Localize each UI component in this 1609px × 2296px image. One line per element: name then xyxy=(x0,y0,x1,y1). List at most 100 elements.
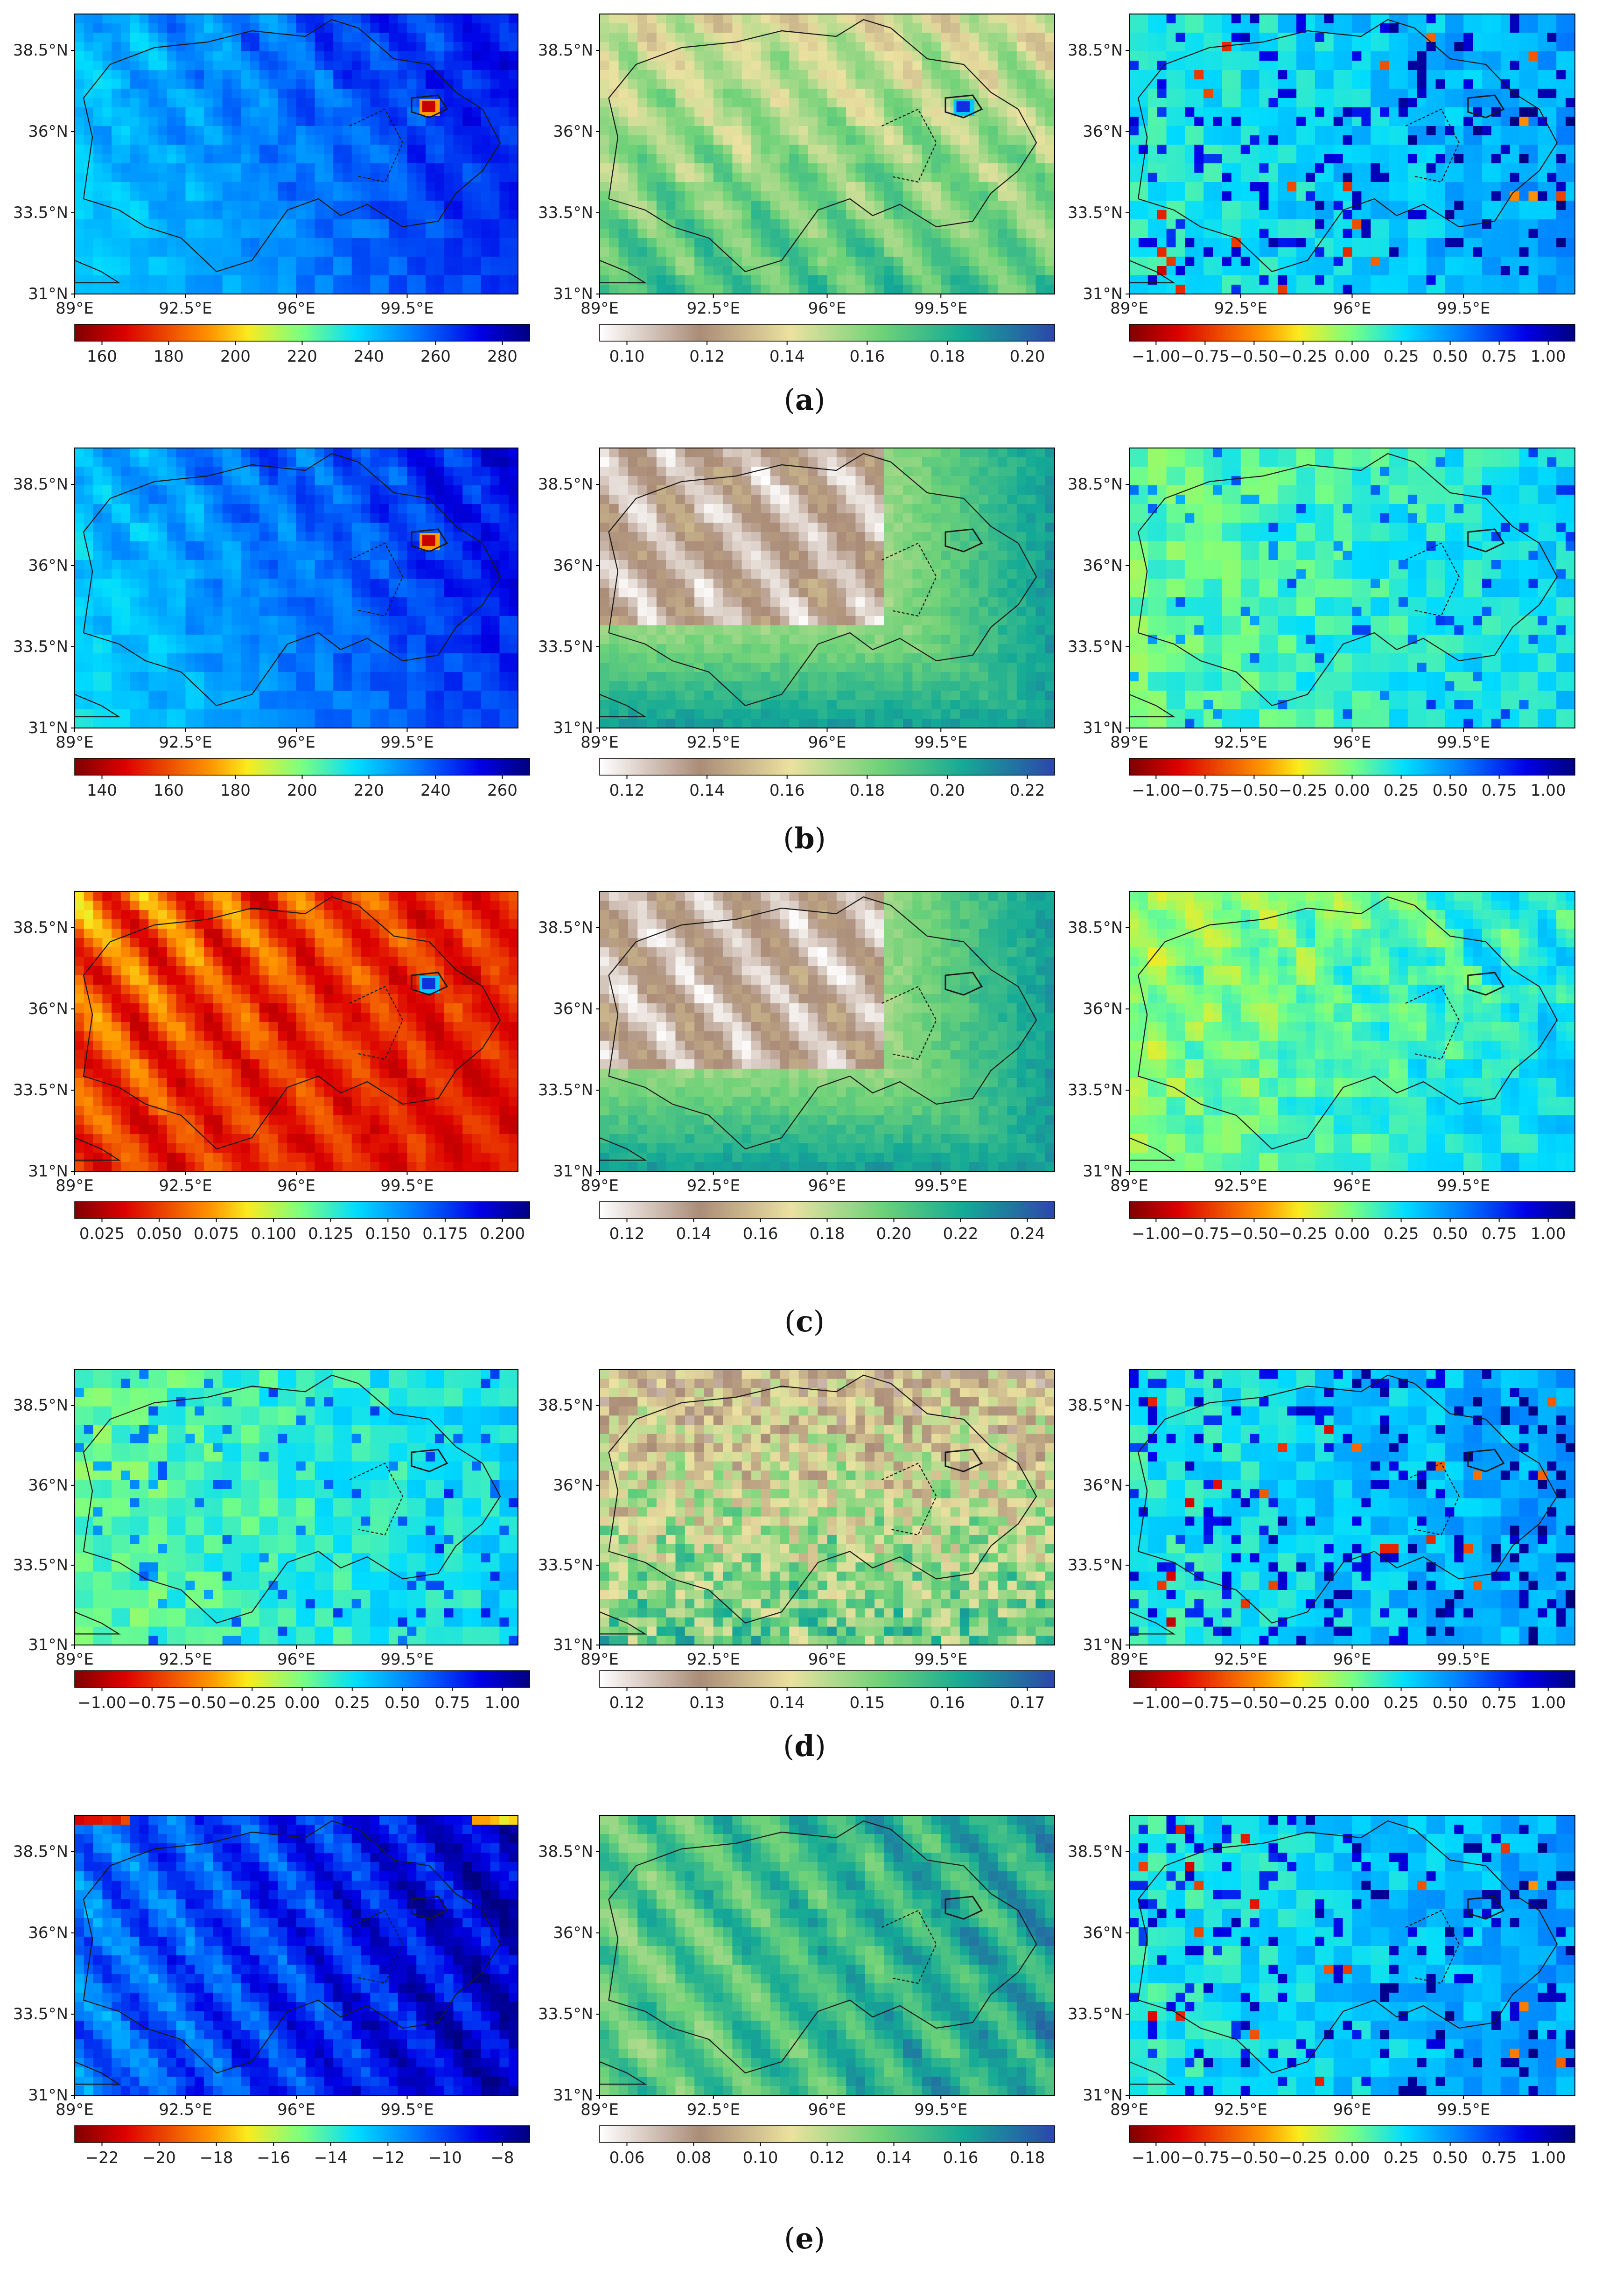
raster-cell xyxy=(370,467,380,476)
raster-cell xyxy=(361,495,371,504)
raster-cell xyxy=(1268,107,1278,117)
raster-cell xyxy=(370,448,380,458)
raster-cell xyxy=(1463,61,1473,70)
raster-cell xyxy=(167,523,177,532)
raster-cell xyxy=(846,33,856,42)
raster-cell xyxy=(1324,42,1334,52)
raster-cell xyxy=(1129,42,1139,52)
raster-cell xyxy=(1259,163,1269,173)
raster-cell xyxy=(185,485,195,495)
raster-cell xyxy=(1007,219,1017,229)
raster-cell xyxy=(865,126,875,136)
raster-cell xyxy=(204,173,214,182)
colorbar-tick-label: 280 xyxy=(487,347,518,366)
raster-cell xyxy=(370,23,380,33)
raster-cell xyxy=(1528,79,1539,89)
raster-cell xyxy=(296,23,306,33)
raster-cell xyxy=(1175,135,1185,145)
raster-cell xyxy=(305,51,315,61)
raster-cell xyxy=(1175,191,1185,201)
raster-cell xyxy=(1417,135,1427,145)
raster-cell xyxy=(259,135,269,145)
raster-cell xyxy=(1389,51,1399,61)
raster-cell xyxy=(704,70,714,80)
raster-cell xyxy=(713,89,723,98)
raster-cell xyxy=(1380,191,1390,201)
raster-cell xyxy=(499,14,509,24)
raster-cell xyxy=(296,238,306,248)
raster-cell xyxy=(1417,238,1427,248)
raster-cell xyxy=(818,33,828,42)
raster-cell xyxy=(1240,79,1251,89)
raster-cell xyxy=(499,70,509,80)
raster-cell xyxy=(1445,247,1455,257)
raster-cell xyxy=(1538,14,1547,24)
raster-cell xyxy=(675,154,686,164)
raster-cell xyxy=(656,163,666,173)
raster-cell xyxy=(167,70,177,80)
raster-cell xyxy=(1473,191,1483,201)
raster-cell xyxy=(398,163,408,173)
raster-cell xyxy=(836,126,846,136)
raster-cell xyxy=(176,257,186,266)
raster-cell xyxy=(148,79,158,89)
raster-cell xyxy=(950,266,960,276)
raster-cell xyxy=(333,532,343,542)
raster-cell xyxy=(779,229,790,238)
raster-cell xyxy=(379,70,389,80)
raster-cell xyxy=(1016,42,1027,52)
raster-cell xyxy=(1045,70,1055,80)
raster-cell xyxy=(250,201,260,210)
raster-cell xyxy=(333,285,343,294)
raster-cell xyxy=(1556,51,1566,61)
raster-cell xyxy=(287,238,297,248)
raster-cell xyxy=(75,275,84,285)
raster-cell xyxy=(1250,247,1260,257)
raster-cell xyxy=(1222,173,1232,182)
raster-cell xyxy=(130,238,140,248)
raster-cell xyxy=(204,23,214,33)
raster-cell xyxy=(789,247,799,257)
raster-cell xyxy=(416,89,426,98)
raster-cell xyxy=(102,14,112,24)
raster-cell xyxy=(1352,42,1362,52)
raster-cell xyxy=(751,107,761,117)
raster-cell xyxy=(666,42,676,52)
raster-cell xyxy=(462,504,472,514)
qinghai-lake-outline xyxy=(411,94,448,119)
raster-cell xyxy=(315,238,324,248)
raster-cell xyxy=(278,135,287,145)
raster-cell xyxy=(472,117,482,126)
raster-cell xyxy=(509,504,518,514)
raster-cell xyxy=(1407,285,1418,294)
raster-cell xyxy=(315,275,324,285)
raster-cell xyxy=(1203,42,1213,52)
raster-cell xyxy=(1371,163,1380,173)
raster-cell xyxy=(84,201,94,210)
raster-cell xyxy=(1035,135,1046,145)
raster-cell xyxy=(694,266,705,276)
raster-cell xyxy=(1213,182,1223,192)
raster-cell xyxy=(1556,23,1566,33)
raster-cell xyxy=(1026,163,1036,173)
raster-cell xyxy=(296,70,306,80)
raster-cell xyxy=(874,98,884,108)
raster-cell xyxy=(1222,135,1232,145)
raster-cell xyxy=(846,14,856,24)
raster-cell xyxy=(1324,61,1334,70)
raster-cell xyxy=(1371,219,1380,229)
raster-cell xyxy=(259,42,269,52)
raster-cell xyxy=(195,551,204,560)
raster-cell xyxy=(379,285,389,294)
raster-cell xyxy=(481,135,491,145)
lon-tick-label: 92.5°E xyxy=(687,299,740,318)
raster-cell xyxy=(600,145,609,154)
raster-cell xyxy=(370,266,380,276)
raster-cell xyxy=(666,14,676,24)
raster-cell xyxy=(305,61,315,70)
raster-cell xyxy=(884,182,894,192)
raster-cell xyxy=(893,210,903,220)
raster-cell xyxy=(112,448,121,458)
raster-cell xyxy=(388,504,399,514)
raster-cell xyxy=(148,257,158,266)
